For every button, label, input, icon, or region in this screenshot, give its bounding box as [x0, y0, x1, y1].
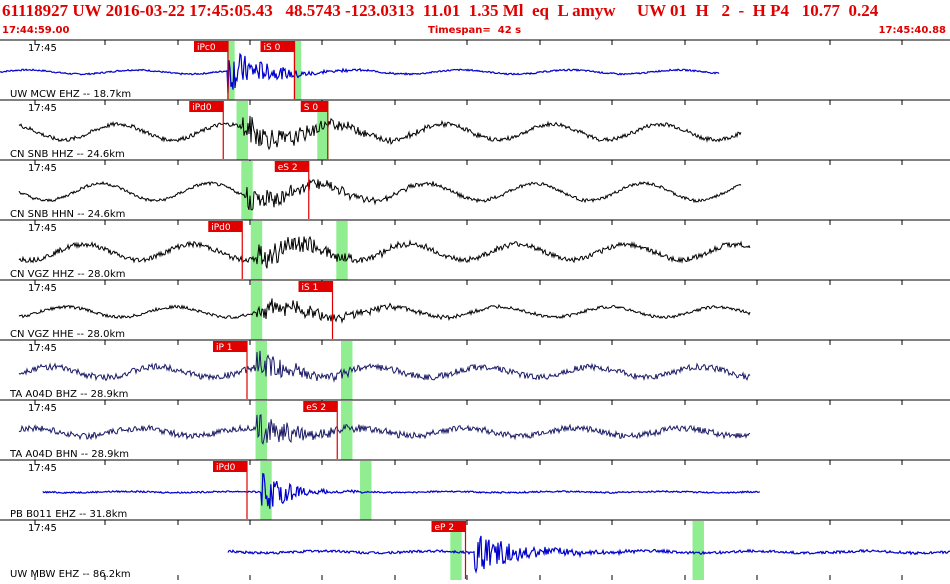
pick-window	[341, 341, 353, 400]
pick-window	[317, 101, 329, 160]
channel-panel[interactable]: iPd0 S 0 17:45 CN SNB HHZ -- 24.6km	[0, 99, 950, 160]
pick-label: eS 2	[278, 163, 298, 173]
panel-time-label: 17:45	[28, 403, 57, 414]
panel-time-label: 17:45	[28, 103, 57, 114]
panel-time-label: 17:45	[28, 343, 57, 354]
seismic-trace	[18, 350, 751, 383]
panel-time-label: 17:45	[28, 523, 57, 534]
pick-window	[360, 461, 372, 520]
end-time-label: 17:45:40.88	[878, 25, 946, 36]
panel-time-label: 17:45	[28, 43, 57, 54]
panel-time-label: 17:45	[28, 163, 57, 174]
pick-flag	[194, 41, 228, 52]
panel-time-label: 17:45	[28, 463, 57, 474]
event-header: 61118927 UW 2016-03-22 17:45:05.43 48.57…	[0, 0, 950, 38]
pick-label: iPd0	[211, 223, 231, 233]
pick-flag	[208, 221, 243, 232]
channel-panel[interactable]: eS 2 17:45 TA A04D BHN -- 28.9km	[0, 399, 950, 460]
pick-flag	[213, 341, 247, 352]
pick-label: S 0	[304, 103, 319, 113]
waveform-panel[interactable]: iPc0 iS 0 17:45 UW MCW EHZ -- 18.7km iPd0 S 0…	[0, 38, 950, 580]
channel-label: UW MCW EHZ -- 18.7km	[10, 89, 131, 100]
pick-window	[250, 221, 263, 280]
channel-label: UW MBW EHZ -- 86.2km	[10, 569, 131, 580]
seismic-trace	[18, 235, 751, 269]
pick-window	[227, 41, 235, 100]
pick-label: iS 1	[302, 283, 319, 293]
seismic-trace	[227, 535, 950, 574]
seismic-trace	[18, 115, 742, 151]
pick-window	[450, 521, 462, 580]
panel-time-label: 17:45	[28, 283, 57, 294]
channel-panel[interactable]: iPd0 17:45 PB B011 EHZ -- 31.8km	[0, 459, 950, 520]
pick-flag	[189, 101, 224, 112]
pick-label: eP 2	[435, 523, 455, 533]
seismic-trace	[18, 414, 751, 445]
seismic-trace	[0, 52, 720, 94]
channel-label: TA A04D BHN -- 28.9km	[9, 449, 129, 460]
pick-window	[260, 461, 272, 520]
pick-flag	[300, 101, 328, 112]
pick-flag	[274, 161, 309, 172]
pick-window	[692, 521, 704, 580]
event-summary-line: 61118927 UW 2016-03-22 17:45:05.43 48.57…	[2, 1, 879, 20]
pick-label: iP 1	[216, 343, 233, 353]
timespan-label: Timespan= 42 s	[428, 25, 522, 36]
panel-time-label: 17:45	[28, 223, 57, 234]
channel-label: CN VGZ HHZ -- 28.0km	[10, 269, 126, 280]
pick-window	[341, 401, 353, 460]
channel-panel[interactable]: eP 2 17:45 UW MBW EHZ -- 86.2km	[0, 519, 950, 580]
pick-window	[236, 101, 248, 160]
pick-flag	[213, 461, 247, 472]
channel-panel[interactable]: iP 1 17:45 TA A04D BHZ -- 28.9km	[0, 339, 950, 400]
pick-window	[293, 41, 302, 100]
channel-label: CN VGZ HHE -- 28.0km	[10, 329, 125, 340]
channel-label: PB B011 EHZ -- 31.8km	[10, 509, 127, 520]
pick-label: iPd0	[192, 103, 212, 113]
pick-label: iS 0	[264, 43, 281, 53]
channel-panel[interactable]: iPd0 17:45 CN VGZ HHZ -- 28.0km	[0, 219, 950, 280]
seismic-trace	[18, 298, 751, 324]
channel-panel[interactable]: iPc0 iS 0 17:45 UW MCW EHZ -- 18.7km	[0, 39, 950, 100]
pick-flag	[260, 41, 295, 52]
pick-window	[336, 221, 348, 280]
pick-flag	[431, 521, 466, 532]
seismic-trace	[42, 472, 761, 509]
pick-window	[250, 281, 263, 340]
pick-flag	[298, 281, 333, 292]
channel-panel[interactable]: eS 2 17:45 CN SNB HHN -- 24.6km	[0, 159, 950, 220]
channel-label: CN SNB HHN -- 24.6km	[10, 209, 125, 220]
pick-label: eS 2	[306, 403, 326, 413]
channel-label: TA A04D BHZ -- 28.9km	[9, 389, 128, 400]
pick-label: iPc0	[197, 43, 216, 53]
start-time-label: 17:44:59.00	[2, 25, 70, 36]
seismic-trace	[18, 179, 742, 211]
pick-label: iPd0	[216, 463, 236, 473]
waveform-canvas[interactable]: iPc0 iS 0 17:45 UW MCW EHZ -- 18.7km iPd0 S 0…	[0, 38, 950, 580]
pick-flag	[303, 401, 338, 412]
channel-panel[interactable]: iS 1 17:45 CN VGZ HHE -- 28.0km	[0, 279, 950, 340]
channel-label: CN SNB HHZ -- 24.6km	[10, 149, 125, 160]
